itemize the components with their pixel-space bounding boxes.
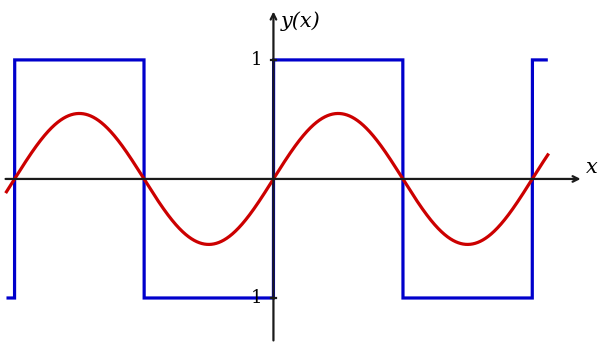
- Text: y(x): y(x): [281, 11, 320, 31]
- Text: 1: 1: [251, 51, 262, 69]
- Text: 1: 1: [251, 289, 262, 307]
- Text: x: x: [586, 157, 598, 176]
